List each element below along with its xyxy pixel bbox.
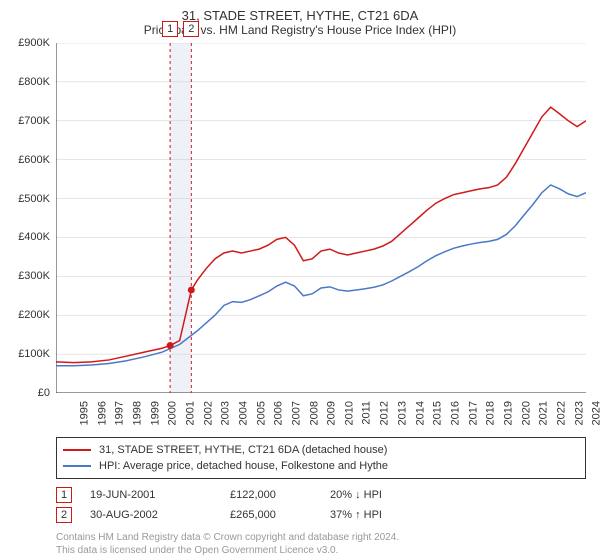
y-tick-label: £600K xyxy=(18,154,50,166)
legend-item: 31, STADE STREET, HYTHE, CT21 6DA (detac… xyxy=(63,442,579,458)
x-tick-label: 2009 xyxy=(326,401,338,425)
x-tick-label: 1996 xyxy=(96,401,108,425)
y-tick-label: £800K xyxy=(18,76,50,88)
transactions-table: 1 19-JUN-2001£122,00020% ↓ HPI 2 30-AUG-200… xyxy=(56,485,586,525)
y-tick-label: £200K xyxy=(18,309,50,321)
event-badge-1: 1 xyxy=(162,21,178,37)
y-tick-label: £700K xyxy=(18,115,50,127)
event-badge-2: 2 xyxy=(183,21,199,37)
x-tick-label: 2017 xyxy=(467,401,479,425)
transaction-price: £122,000 xyxy=(230,489,330,501)
legend-label: 31, STADE STREET, HYTHE, CT21 6DA (detac… xyxy=(99,444,387,456)
footer-line-1: Contains HM Land Registry data © Crown c… xyxy=(56,531,586,544)
x-tick-label: 2014 xyxy=(414,401,426,425)
transaction-diff: 37% ↑ HPI xyxy=(330,509,450,521)
chart-area: 12£0£100K£200K£300K£400K£500K£600K£700K£… xyxy=(56,43,586,393)
transaction-row: 2 30-AUG-2002£265,00037% ↑ HPI xyxy=(56,505,586,525)
x-tick-label: 2023 xyxy=(573,401,585,425)
x-tick-label: 2001 xyxy=(184,401,196,425)
x-tick-label: 2007 xyxy=(290,401,302,425)
x-tick-label: 2022 xyxy=(555,401,567,425)
chart-svg xyxy=(56,43,586,393)
x-tick-label: 2006 xyxy=(273,401,285,425)
x-tick-label: 1997 xyxy=(114,401,126,425)
x-tick-label: 2016 xyxy=(449,401,461,425)
y-tick-label: £0 xyxy=(38,387,50,399)
x-tick-label: 2002 xyxy=(202,401,214,425)
transaction-price: £265,000 xyxy=(230,509,330,521)
y-tick-label: £500K xyxy=(18,193,50,205)
legend-swatch xyxy=(63,449,91,451)
x-tick-label: 1999 xyxy=(149,401,161,425)
x-tick-label: 2021 xyxy=(538,401,550,425)
transaction-badge: 1 xyxy=(56,487,72,503)
x-tick-label: 1998 xyxy=(131,401,143,425)
legend-item: HPI: Average price, detached house, Folk… xyxy=(63,458,579,474)
x-tick-label: 2018 xyxy=(485,401,497,425)
x-tick-label: 2010 xyxy=(343,401,355,425)
y-tick-label: £400K xyxy=(18,231,50,243)
y-tick-label: £100K xyxy=(18,348,50,360)
transaction-row: 1 19-JUN-2001£122,00020% ↓ HPI xyxy=(56,485,586,505)
footer-attribution: Contains HM Land Registry data © Crown c… xyxy=(56,531,586,557)
legend-label: HPI: Average price, detached house, Folk… xyxy=(99,460,388,472)
x-tick-label: 2011 xyxy=(360,401,372,425)
x-tick-label: 2005 xyxy=(255,401,267,425)
footer-line-2: This data is licensed under the Open Gov… xyxy=(56,544,586,557)
x-tick-label: 2008 xyxy=(308,401,320,425)
x-tick-label: 2015 xyxy=(432,401,444,425)
x-tick-label: 2003 xyxy=(220,401,232,425)
chart-title: 31, STADE STREET, HYTHE, CT21 6DA xyxy=(10,8,590,23)
x-tick-label: 2020 xyxy=(520,401,532,425)
x-tick-label: 2013 xyxy=(396,401,408,425)
chart-subtitle: Price paid vs. HM Land Registry's House … xyxy=(10,23,590,37)
x-tick-label: 2012 xyxy=(379,401,391,425)
legend-swatch xyxy=(63,465,91,467)
x-tick-label: 1995 xyxy=(78,401,90,425)
transaction-diff: 20% ↓ HPI xyxy=(330,489,450,501)
transaction-date: 30-AUG-2002 xyxy=(90,509,230,521)
legend: 31, STADE STREET, HYTHE, CT21 6DA (detac… xyxy=(56,437,586,479)
y-tick-label: £300K xyxy=(18,270,50,282)
x-tick-label: 2024 xyxy=(591,401,600,425)
transaction-badge: 2 xyxy=(56,507,72,523)
y-tick-label: £900K xyxy=(18,37,50,49)
transaction-date: 19-JUN-2001 xyxy=(90,489,230,501)
x-tick-label: 2000 xyxy=(167,401,179,425)
x-tick-label: 2004 xyxy=(237,401,249,425)
x-tick-label: 2019 xyxy=(502,401,514,425)
